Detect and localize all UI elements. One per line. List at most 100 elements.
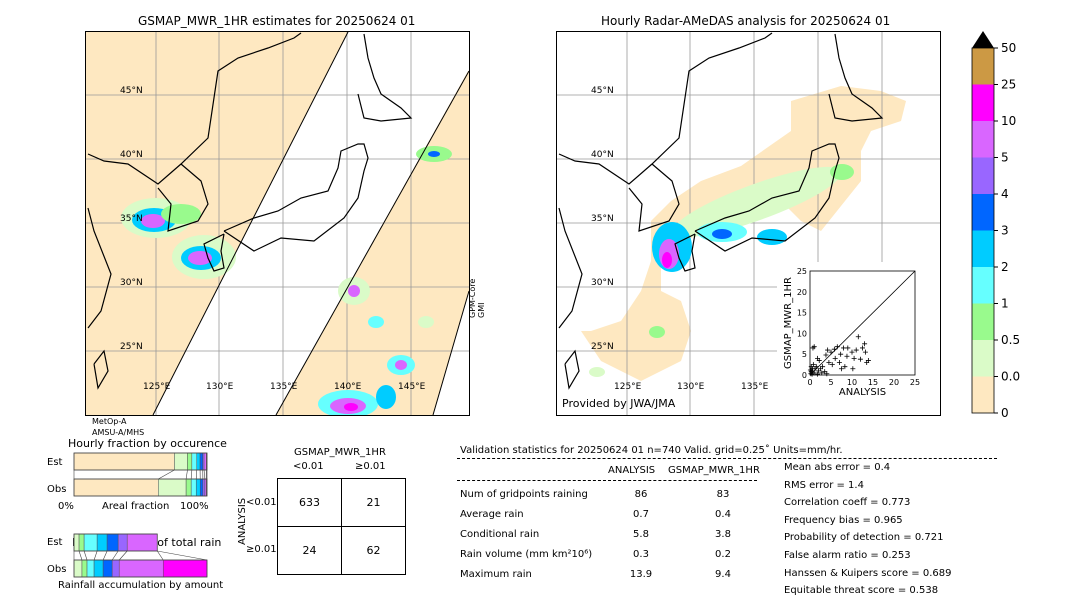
colorbar-tick-label: 1 bbox=[1001, 297, 1009, 311]
y-tick-label: 10 bbox=[797, 329, 807, 338]
cell: 633 bbox=[277, 478, 342, 527]
score-line: Equitable threat score = 0.538 bbox=[784, 585, 939, 597]
lon-label: 140°E bbox=[334, 382, 362, 392]
bar-outline bbox=[73, 533, 158, 552]
bar-segment bbox=[203, 452, 207, 471]
x-axis-label: Rainfall accumulation by amount bbox=[58, 580, 224, 591]
swath-left bbox=[86, 32, 348, 415]
scatter-point bbox=[811, 344, 817, 350]
colorbar-segment bbox=[972, 157, 994, 194]
y-tick-label: 0 bbox=[802, 371, 807, 380]
scatter-point bbox=[850, 366, 856, 372]
bar-segment bbox=[96, 533, 108, 552]
scatter-point bbox=[862, 349, 868, 355]
bar-segment bbox=[185, 478, 192, 497]
scatter-point bbox=[810, 366, 816, 372]
sensor-label-bottom: MetOp-A AMSU-A/MHS bbox=[92, 416, 144, 438]
contingency-table: 633 21 24 62 bbox=[277, 478, 406, 575]
scatter-point bbox=[853, 347, 859, 353]
stats-header: Validation statistics for 20250624 01 n=… bbox=[460, 445, 843, 456]
stats-col-analysis: ANALYSIS bbox=[608, 465, 656, 476]
bar-segment bbox=[93, 559, 104, 578]
colorbar-segment bbox=[972, 230, 994, 267]
left-map: 45°N 40°N 35°N 30°N 25°N 125°E 130°E 135… bbox=[85, 31, 470, 416]
bar-connector bbox=[157, 550, 208, 561]
bar-segment bbox=[86, 559, 95, 578]
table-title: GSMAP_MWR_1HR bbox=[294, 447, 386, 458]
bar-segment bbox=[81, 559, 88, 578]
colorbar-tick-label: 10 bbox=[1001, 114, 1016, 128]
bar-connector bbox=[185, 469, 188, 480]
scatter-point bbox=[810, 345, 816, 351]
bar-segment bbox=[187, 452, 193, 471]
stats-a: 13.9 bbox=[629, 569, 653, 580]
stats-label: Average rain bbox=[460, 509, 524, 520]
x-tick-0: 0% bbox=[58, 501, 74, 512]
stats-b: 0.2 bbox=[715, 549, 731, 560]
y-tick-label: 15 bbox=[797, 309, 807, 318]
obs-label: Obs bbox=[47, 564, 67, 575]
y-axis-label: GSMAP_MWR_1HR bbox=[783, 277, 794, 369]
bar-connector bbox=[118, 550, 128, 561]
scatter-point bbox=[844, 353, 850, 359]
scatter-point bbox=[862, 341, 868, 347]
scatter-point bbox=[816, 357, 822, 363]
col-label: ≥0.01 bbox=[355, 461, 386, 472]
bar-segment bbox=[126, 533, 158, 552]
scatter-point bbox=[831, 346, 837, 352]
right-map-title: Hourly Radar-AMeDAS analysis for 2025062… bbox=[601, 14, 891, 28]
colorbar-segment bbox=[972, 267, 994, 304]
bar-segment bbox=[111, 559, 120, 578]
stats-label: Maximum rain bbox=[460, 569, 532, 580]
scatter-point bbox=[820, 364, 826, 370]
score-line: Mean abs error = 0.4 bbox=[784, 462, 891, 473]
bar-segment bbox=[158, 478, 187, 497]
coastlines bbox=[87, 32, 413, 390]
colorbar-segment bbox=[972, 376, 994, 413]
colorbar-tick-label: 5 bbox=[1001, 151, 1009, 165]
bar-segment bbox=[73, 452, 175, 471]
bar-connector bbox=[111, 550, 119, 561]
bar-segment bbox=[117, 533, 128, 552]
colorbar-tick-label: 50 bbox=[1001, 41, 1016, 55]
lon-label: 130°E bbox=[677, 382, 705, 392]
scatter-point bbox=[809, 371, 815, 377]
scatter-point bbox=[810, 362, 816, 368]
bar-connector bbox=[83, 550, 88, 561]
scatter-point bbox=[839, 366, 844, 372]
stats-label: Conditional rain bbox=[460, 529, 540, 540]
diagonal-line bbox=[809, 270, 916, 376]
scatter-point bbox=[815, 371, 821, 377]
sensor-name: GPM-Core bbox=[468, 278, 477, 318]
lat-label: 25°N bbox=[591, 342, 614, 352]
x-tick-label: 20 bbox=[889, 378, 899, 387]
stats-b: 83 bbox=[716, 489, 730, 500]
scatter-point bbox=[857, 356, 863, 362]
x-tick-label: 0 bbox=[807, 378, 812, 387]
scatter-point bbox=[822, 369, 828, 375]
sensor-instrument: AMSU-A/MHS bbox=[92, 428, 145, 437]
stats-b: 9.4 bbox=[715, 569, 731, 580]
x-tick-100: 100% bbox=[180, 501, 209, 512]
scatter-point bbox=[829, 362, 835, 368]
bar-segment bbox=[191, 452, 198, 471]
scatter-point bbox=[845, 345, 851, 351]
row-label: <0.01 bbox=[246, 497, 277, 508]
colorbar-tick-label: 25 bbox=[1001, 78, 1016, 92]
stats-label: Num of gridpoints raining bbox=[460, 489, 588, 500]
cell: 21 bbox=[341, 478, 406, 527]
swath-edges bbox=[152, 32, 469, 415]
colorbar-segment bbox=[972, 121, 994, 158]
colorbar-segment bbox=[972, 84, 994, 121]
colorbar: 0 0.01 0.5 1 2 3 4 5 10 25 50 bbox=[971, 31, 1020, 420]
obs-label: Obs bbox=[47, 484, 67, 495]
scatter-plot: 00 5 5 10 10 15 15 20 20 25 25 ANALYSIS GSMAP_MWR_1H… bbox=[783, 267, 920, 398]
bar-segment bbox=[73, 559, 83, 578]
occurrence-title: Hourly fraction by occurence bbox=[68, 437, 227, 450]
rain-blobs bbox=[589, 164, 854, 377]
stats-a: 86 bbox=[634, 489, 648, 500]
fraction-bars bbox=[73, 452, 208, 578]
y-tick-label: 5 bbox=[802, 350, 807, 359]
scatter-point bbox=[819, 370, 825, 376]
scatter-point bbox=[865, 357, 871, 363]
